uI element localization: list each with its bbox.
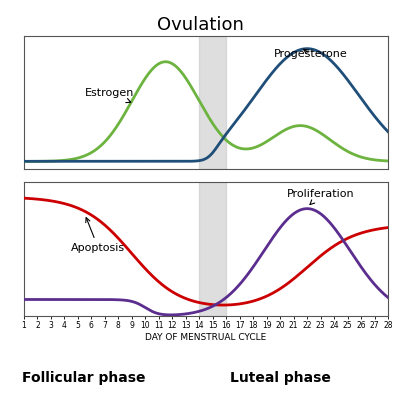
Text: Apoptosis: Apoptosis bbox=[71, 218, 125, 253]
Text: Estrogen: Estrogen bbox=[85, 88, 134, 103]
Text: Follicular phase: Follicular phase bbox=[22, 371, 146, 385]
Text: Progesterone: Progesterone bbox=[274, 49, 347, 59]
Text: Ovulation: Ovulation bbox=[156, 16, 244, 34]
Text: Proliferation: Proliferation bbox=[287, 189, 354, 205]
Bar bbox=[199, 36, 226, 169]
X-axis label: DAY OF MENSTRUAL CYCLE: DAY OF MENSTRUAL CYCLE bbox=[145, 333, 267, 342]
Text: Luteal phase: Luteal phase bbox=[230, 371, 330, 385]
Bar bbox=[199, 182, 226, 316]
